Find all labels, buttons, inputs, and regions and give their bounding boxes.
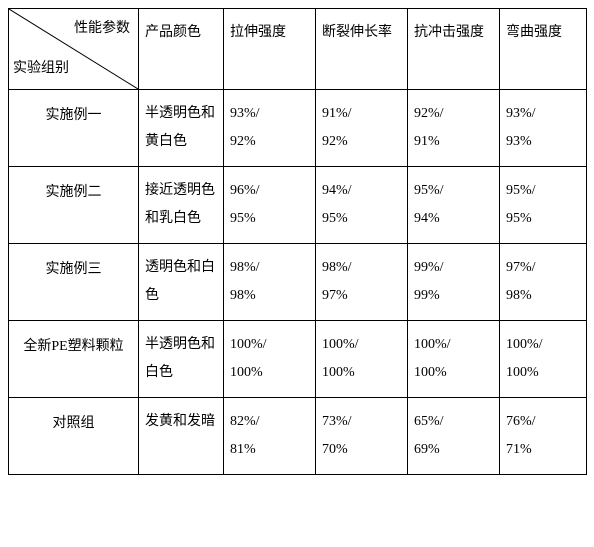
table-cell: 100%/100% [316,321,408,398]
header-row: 性能参数实验组别产品颜色拉伸强度断裂伸长率抗冲击强度弯曲强度 [9,9,587,90]
table-cell: 91%/92% [316,90,408,167]
diagonal-header: 性能参数实验组别 [9,9,139,90]
row-label: 对照组 [9,398,139,475]
table-cell: 99%/99% [408,244,500,321]
table-cell: 96%/95% [224,167,316,244]
properties-table: 性能参数实验组别产品颜色拉伸强度断裂伸长率抗冲击强度弯曲强度实施例一半透明色和黄… [8,8,587,475]
table-cell: 82%/81% [224,398,316,475]
table-body: 性能参数实验组别产品颜色拉伸强度断裂伸长率抗冲击强度弯曲强度实施例一半透明色和黄… [9,9,587,475]
table-cell: 接近透明色和乳白色 [139,167,224,244]
table-row: 全新PE塑料颗粒半透明色和白色100%/100%100%/100%100%/10… [9,321,587,398]
table-cell: 94%/95% [316,167,408,244]
table-cell: 76%/71% [500,398,587,475]
table-cell: 73%/70% [316,398,408,475]
row-label: 实施例一 [9,90,139,167]
table-cell: 95%/94% [408,167,500,244]
diag-bottom-label: 实验组别 [13,55,69,83]
row-label: 实施例二 [9,167,139,244]
table-cell: 98%/97% [316,244,408,321]
table-cell: 透明色和白色 [139,244,224,321]
table-cell: 发黄和发暗 [139,398,224,475]
table-row: 对照组发黄和发暗82%/81%73%/70%65%/69%76%/71% [9,398,587,475]
table-row: 实施例二接近透明色和乳白色96%/95%94%/95%95%/94%95%/95… [9,167,587,244]
table-cell: 95%/95% [500,167,587,244]
diag-top-label: 性能参数 [74,15,130,43]
column-header: 弯曲强度 [500,9,587,90]
column-header: 断裂伸长率 [316,9,408,90]
row-label: 实施例三 [9,244,139,321]
table-cell: 93%/93% [500,90,587,167]
table-row: 实施例一半透明色和黄白色93%/92%91%/92%92%/91%93%/93% [9,90,587,167]
table-row: 实施例三透明色和白色98%/98%98%/97%99%/99%97%/98% [9,244,587,321]
table-cell: 65%/69% [408,398,500,475]
table-cell: 半透明色和白色 [139,321,224,398]
table-cell: 92%/91% [408,90,500,167]
table-cell: 100%/100% [408,321,500,398]
column-header: 抗冲击强度 [408,9,500,90]
table-cell: 半透明色和黄白色 [139,90,224,167]
column-header: 产品颜色 [139,9,224,90]
table-cell: 100%/100% [224,321,316,398]
table-cell: 98%/98% [224,244,316,321]
column-header: 拉伸强度 [224,9,316,90]
table-cell: 100%/100% [500,321,587,398]
table-cell: 93%/92% [224,90,316,167]
table-cell: 97%/98% [500,244,587,321]
row-label: 全新PE塑料颗粒 [9,321,139,398]
